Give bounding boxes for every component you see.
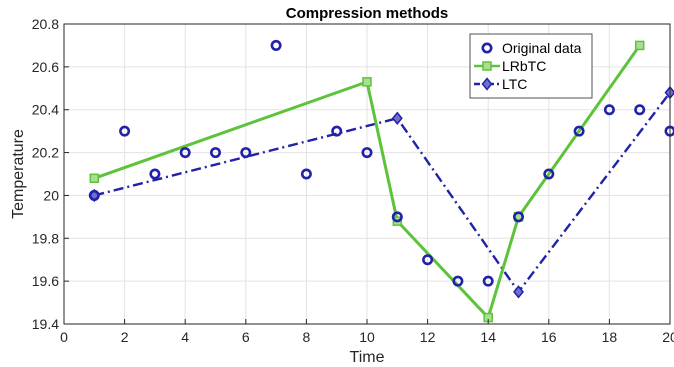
x-tick-label: 8	[303, 329, 311, 345]
x-tick-label: 10	[359, 329, 375, 345]
data-point	[149, 168, 161, 180]
y-tick-label: 20.4	[32, 102, 59, 118]
data-point	[634, 104, 646, 116]
data-point	[210, 147, 222, 159]
x-tick-label: 12	[420, 329, 436, 345]
series-layer	[88, 39, 674, 323]
data-point	[89, 173, 100, 184]
data-point	[422, 254, 434, 266]
legend-entry: Original data	[481, 40, 582, 56]
legend-marker	[481, 42, 493, 54]
x-tick-label: 18	[602, 329, 618, 345]
x-tick-label: 6	[242, 329, 250, 345]
data-point	[391, 111, 403, 125]
data-point	[240, 147, 252, 159]
data-point	[482, 275, 494, 287]
data-point	[603, 104, 615, 116]
chart-title: Compression methods	[286, 5, 449, 22]
y-tick-label: 20.8	[32, 16, 59, 32]
legend-label: LTC	[502, 76, 527, 92]
x-tick-label: 20	[662, 329, 674, 345]
legend-label: Original data	[502, 40, 582, 56]
series-line	[94, 91, 671, 294]
data-point	[331, 125, 343, 137]
data-point	[179, 147, 191, 159]
legend-entry: LTC	[474, 76, 527, 92]
x-tick-label: 0	[60, 329, 68, 345]
tick-layer: 0 2 4 6 8 10 12 14 16 18 20 19.4 19.6 19.8 20 20.2 20.4 2…	[32, 16, 674, 345]
data-point	[513, 285, 524, 299]
legend-label: LRbTC	[502, 58, 546, 74]
data-point	[119, 125, 131, 137]
x-axis-label: Time	[350, 349, 385, 366]
data-point	[362, 77, 372, 87]
data-point	[634, 40, 645, 51]
legend-marker	[482, 61, 492, 71]
legend-marker	[481, 77, 493, 91]
data-point	[512, 211, 524, 223]
y-tick-label: 19.8	[32, 230, 59, 246]
data-point	[543, 168, 555, 180]
y-tick-label: 19.6	[32, 273, 59, 289]
legend-entry: LRbTC	[474, 58, 546, 74]
data-point	[452, 275, 464, 287]
y-tick-label: 20.6	[32, 59, 59, 75]
x-tick-label: 4	[181, 329, 189, 345]
data-point	[361, 147, 373, 159]
series-line	[93, 44, 641, 320]
data-point	[573, 125, 585, 137]
x-tick-label: 14	[480, 329, 496, 345]
data-point	[300, 168, 312, 180]
data-point	[391, 211, 403, 223]
y-tick-label: 20	[43, 187, 59, 203]
data-point	[88, 189, 100, 201]
data-point	[270, 39, 282, 51]
x-tick-label: 16	[541, 329, 557, 345]
y-axis-label: Temperature	[10, 129, 27, 219]
x-tick-label: 2	[121, 329, 129, 345]
series-lrbtc	[89, 40, 645, 323]
y-tick-label: 20.2	[32, 145, 59, 161]
legend: Original data LRbTC LTC	[469, 33, 593, 99]
y-tick-label: 19.4	[32, 316, 59, 332]
